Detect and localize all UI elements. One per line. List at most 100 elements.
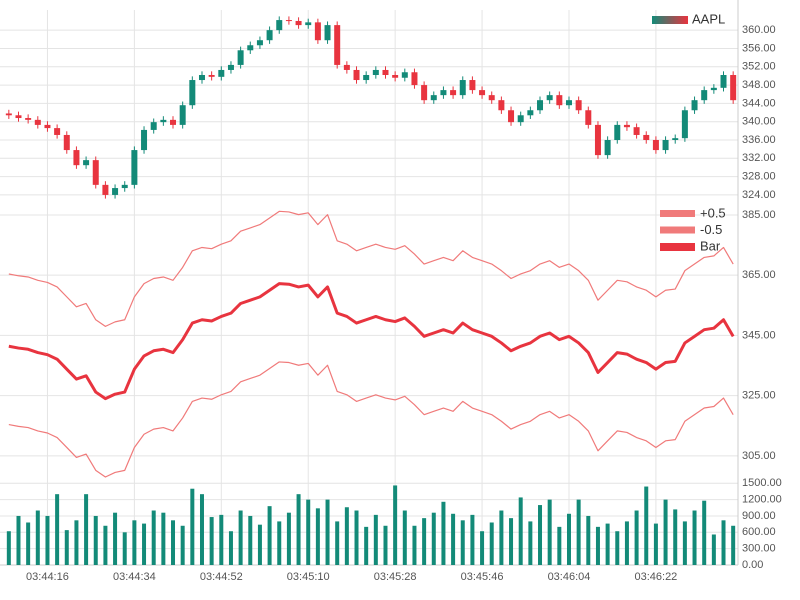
candle-body xyxy=(15,115,22,119)
candle-body xyxy=(585,110,592,125)
candle-body xyxy=(208,75,215,77)
y-tick-label: 356.00 xyxy=(742,42,776,54)
y-tick-label: 1200.00 xyxy=(742,494,782,506)
x-tick-label: 03:45:46 xyxy=(461,571,504,583)
volume-bar xyxy=(518,497,523,565)
candle-body xyxy=(25,118,32,120)
candle-body xyxy=(343,64,350,70)
volume-bar xyxy=(93,515,98,565)
volume-bar xyxy=(84,494,89,565)
volume-bar xyxy=(277,521,282,565)
candle-body xyxy=(604,140,611,156)
volume-bar xyxy=(538,505,543,565)
candle-body xyxy=(276,20,283,31)
y-tick-label: 352.00 xyxy=(742,61,776,73)
volume-bar xyxy=(190,488,195,565)
candle-body xyxy=(256,40,263,46)
volume-bar xyxy=(35,510,40,565)
y-tick-label: 332.00 xyxy=(742,152,776,164)
volume-bar xyxy=(682,521,687,565)
candle-body xyxy=(556,95,563,106)
candle-body xyxy=(141,129,148,151)
candle-body xyxy=(247,45,254,51)
volume-bar xyxy=(248,515,253,565)
volume-bar xyxy=(470,514,475,565)
candle-body xyxy=(121,184,128,189)
y-tick-label: 385.00 xyxy=(742,209,776,221)
candle-body xyxy=(179,105,186,125)
volume-bar xyxy=(653,523,658,565)
candle-body xyxy=(479,90,486,96)
volume-bar xyxy=(354,510,359,565)
candle-body xyxy=(517,115,524,123)
volume-bar xyxy=(480,531,485,565)
y-tick-label: 360.00 xyxy=(742,24,776,36)
volume-bar xyxy=(402,510,407,565)
candle-body xyxy=(372,69,379,75)
volume-bar xyxy=(499,510,504,565)
volume-bar xyxy=(586,515,591,565)
volume-bar xyxy=(26,522,31,565)
volume-bar xyxy=(315,508,320,565)
volume-bar xyxy=(422,518,427,565)
volume-bar xyxy=(219,514,224,565)
volume-bar xyxy=(122,532,127,565)
volume-bar xyxy=(431,512,436,565)
volume-bar xyxy=(6,531,11,565)
x-tick-label: 03:46:04 xyxy=(548,571,591,583)
candle-body xyxy=(440,90,447,96)
candle-body xyxy=(392,75,399,78)
candle-body xyxy=(218,69,225,77)
legend-label: +0.5 xyxy=(700,205,726,220)
y-tick-label: 0.00 xyxy=(742,559,763,571)
volume-bar xyxy=(489,522,494,565)
volume-bar xyxy=(64,530,69,565)
legend-label: -0.5 xyxy=(700,222,722,237)
candle-body xyxy=(498,100,505,111)
legend-swatch xyxy=(660,226,695,234)
volume-bar xyxy=(344,507,349,565)
candle-body xyxy=(662,140,669,151)
candle-body xyxy=(54,128,61,135)
y-tick-label: 300.00 xyxy=(742,543,776,555)
volume-bar xyxy=(595,526,600,565)
candle-body xyxy=(546,95,553,101)
grid xyxy=(0,0,739,566)
y-tick-label: 336.00 xyxy=(742,134,776,146)
candle-body xyxy=(102,184,109,195)
x-tick-label: 03:45:28 xyxy=(374,571,417,583)
volume-bar xyxy=(325,499,330,565)
volume-bar xyxy=(441,501,446,565)
volume-bar xyxy=(605,523,610,565)
y-tick-label: 324.00 xyxy=(742,189,776,201)
volume-bar xyxy=(286,512,291,565)
candle-body xyxy=(34,119,41,125)
volume-bar xyxy=(383,525,388,565)
volume-bar xyxy=(142,523,147,565)
y-tick-label: 328.00 xyxy=(742,171,776,183)
volume-bar xyxy=(393,485,398,565)
candle-body xyxy=(44,124,51,129)
candle-body xyxy=(160,119,167,123)
line-series xyxy=(8,282,735,401)
legend-swatch xyxy=(652,16,688,24)
candle-body xyxy=(382,69,389,75)
volume-bar xyxy=(634,510,639,565)
y-tick-label: 1500.00 xyxy=(742,477,782,489)
legend-swatch xyxy=(660,210,695,217)
y-tick-label: 344.00 xyxy=(742,97,776,109)
candle-body xyxy=(469,80,476,91)
volume-bar xyxy=(74,520,79,565)
volume-bar xyxy=(644,486,649,565)
volume-bar xyxy=(16,515,21,565)
candle-body xyxy=(720,75,727,88)
candle-body xyxy=(314,22,321,41)
volume-bar xyxy=(55,494,60,565)
y-tick-label: 305.00 xyxy=(742,450,776,462)
candle-body xyxy=(363,75,370,81)
candle-body xyxy=(334,25,341,65)
pane xyxy=(5,16,737,199)
